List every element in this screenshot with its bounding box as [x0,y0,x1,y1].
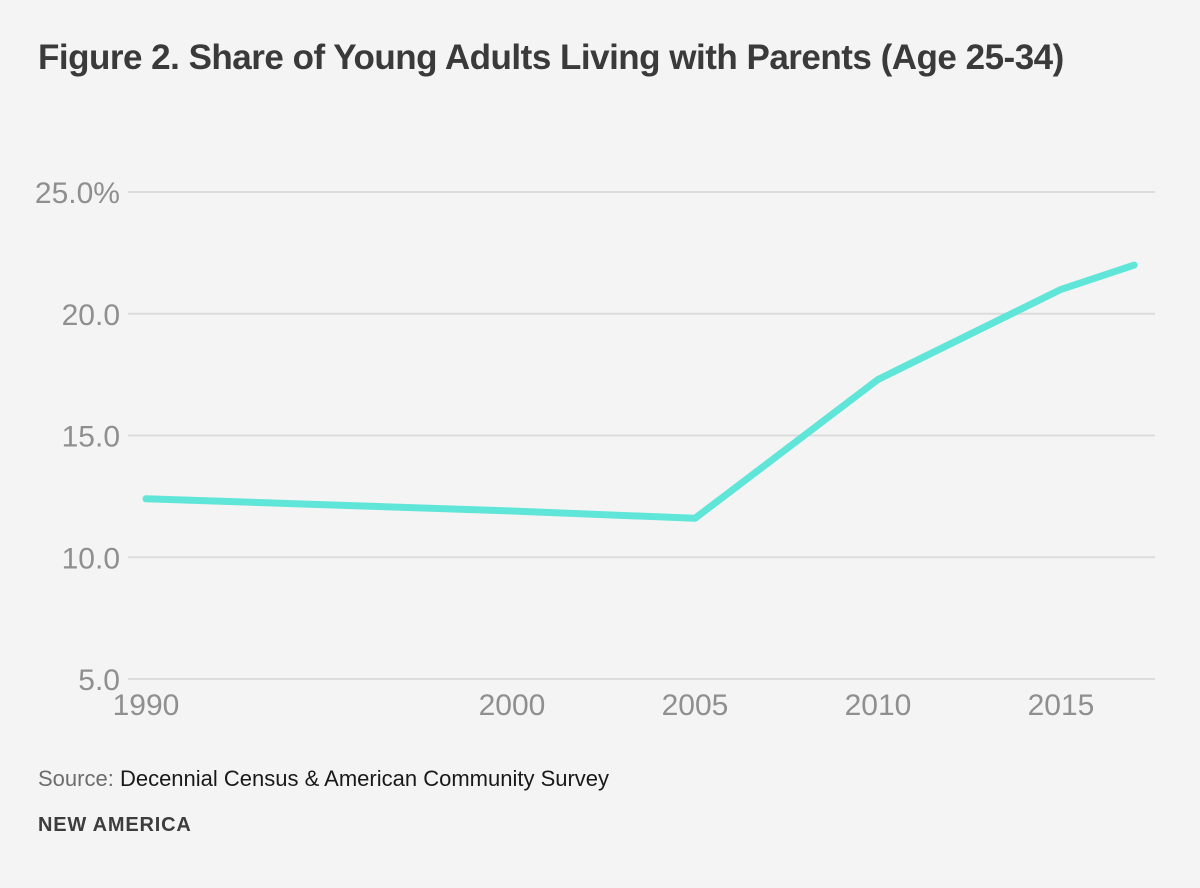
y-tick-label: 5.0 [78,664,120,697]
y-tick-label: 10.0 [62,542,120,575]
x-tick-label: 1990 [113,689,180,722]
y-tick-label: 20.0 [62,299,120,332]
chart-title: Figure 2. Share of Young Adults Living w… [38,38,1064,77]
x-tick-label: 2015 [1028,689,1095,722]
new-america-logo: NEW AMERICA [38,814,192,836]
data-line [142,261,1138,522]
chart-area: 5.0 10.0 15.0 20.0 25.0% 1990 2000 2005 2010 2015 [0,160,1200,740]
source-text: Decennial Census & American Community Su… [119,766,610,791]
x-tick-label: 2005 [662,689,729,722]
y-tick-label: 15.0 [62,421,120,454]
source-label: Source: [38,766,114,791]
chart-canvas: 5.0 10.0 15.0 20.0 25.0% 1990 2000 2005 2010 2015 [35,177,1155,722]
y-tick-label: 25.0% [35,177,120,210]
x-tick-label: 2010 [845,689,912,722]
source-line: Source: Decennial Census & American Comm… [38,766,609,792]
x-tick-label: 2000 [479,689,546,722]
